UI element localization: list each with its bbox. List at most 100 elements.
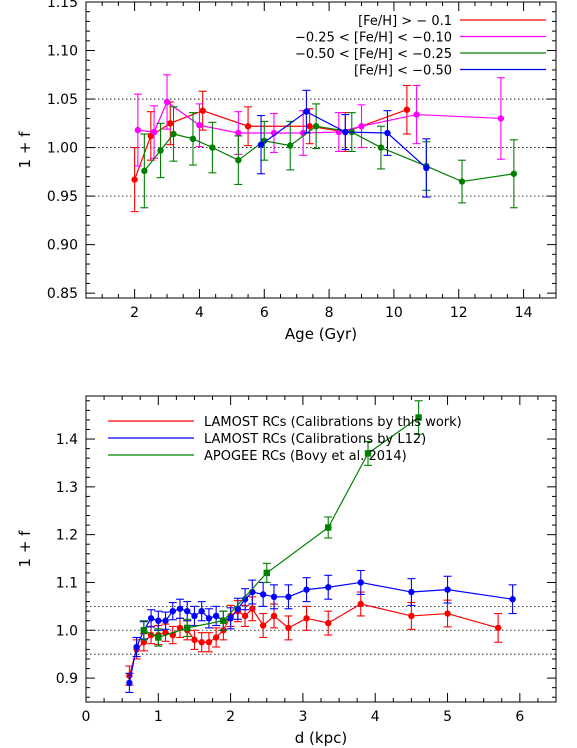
x-tick-label: 10 bbox=[385, 305, 403, 321]
data-point bbox=[285, 593, 292, 601]
y-tick-label: 0.9 bbox=[56, 671, 78, 687]
data-point bbox=[196, 122, 203, 129]
legend-label: −0.25 < [Fe/H] < −0.10 bbox=[295, 31, 452, 46]
data-point bbox=[342, 128, 349, 136]
data-point bbox=[259, 622, 267, 629]
data-point bbox=[205, 615, 213, 622]
y-tick-label: 1.3 bbox=[56, 480, 78, 496]
data-point bbox=[220, 617, 227, 624]
x-tick-label: 2 bbox=[226, 709, 235, 725]
data-point bbox=[126, 679, 133, 687]
data-point bbox=[303, 108, 310, 115]
data-point bbox=[209, 144, 216, 151]
data-point bbox=[241, 612, 249, 620]
series-2 bbox=[140, 103, 518, 209]
legend-label: −0.50 < [Fe/H] < −0.25 bbox=[295, 47, 452, 62]
x-tick-label: 5 bbox=[443, 709, 452, 725]
y-tick-label: 0.85 bbox=[47, 286, 78, 302]
data-point bbox=[263, 569, 270, 577]
data-point bbox=[170, 130, 177, 138]
y-tick-label: 1.2 bbox=[56, 528, 78, 544]
y-tick-label: 1.4 bbox=[56, 432, 78, 448]
data-point bbox=[303, 615, 310, 622]
data-point bbox=[325, 584, 332, 591]
y-tick-label: 1.15 bbox=[47, 0, 78, 11]
chart-distance: 0 1 2 3 4 5 6 0.9 1.0 1.1 1.2 1.3 1.4 d (kpc) 1 + f LAM… bbox=[16, 395, 557, 747]
data-point bbox=[157, 147, 164, 154]
x-tick-label: 6 bbox=[260, 305, 269, 321]
legend-label: LAMOST RCs (Calibrations by this work) bbox=[204, 415, 462, 430]
data-point bbox=[235, 129, 242, 137]
data-point bbox=[141, 167, 148, 175]
data-point bbox=[147, 615, 155, 622]
y-tick-label: 1.0 bbox=[56, 623, 78, 639]
y-tick-label: 0.90 bbox=[47, 238, 78, 254]
x-tick-label: 0 bbox=[82, 709, 91, 725]
data-point bbox=[384, 129, 391, 137]
y-axis-title: 1 + f bbox=[16, 530, 34, 568]
data-point bbox=[140, 639, 148, 646]
series-line bbox=[260, 110, 427, 169]
data-point bbox=[259, 591, 267, 598]
data-point bbox=[162, 617, 169, 624]
series-2 bbox=[139, 400, 423, 647]
x-tick-label: 1 bbox=[154, 709, 163, 725]
x-tick-label: 12 bbox=[450, 305, 468, 321]
data-point bbox=[150, 128, 158, 136]
legend: [Fe/H] > − 0.1 −0.25 < [Fe/H] < −0.10−0.5… bbox=[295, 14, 546, 79]
series-line bbox=[143, 417, 419, 639]
x-tick-label: 14 bbox=[515, 305, 533, 321]
y-tick-label: 1.10 bbox=[47, 44, 78, 60]
data-point bbox=[364, 450, 372, 457]
data-point bbox=[155, 634, 162, 641]
series-3 bbox=[257, 89, 431, 198]
data-point bbox=[191, 612, 198, 620]
data-point bbox=[176, 605, 184, 612]
x-tick-label: 2 bbox=[130, 305, 139, 321]
series-line bbox=[134, 109, 408, 180]
y-tick-label: 0.95 bbox=[47, 189, 78, 205]
x-tick-label: 8 bbox=[325, 305, 334, 321]
data-point bbox=[444, 610, 451, 617]
data-point bbox=[205, 639, 213, 646]
data-point bbox=[198, 607, 205, 615]
data-point bbox=[444, 586, 451, 593]
legend-label: [Fe/H] > − 0.1 bbox=[358, 14, 452, 29]
data-point bbox=[325, 524, 332, 531]
data-point bbox=[413, 111, 420, 118]
data-point bbox=[377, 144, 385, 151]
data-point bbox=[249, 605, 256, 612]
data-point bbox=[408, 588, 415, 596]
data-point bbox=[169, 607, 176, 615]
data-point bbox=[257, 141, 265, 148]
data-point bbox=[212, 612, 220, 620]
data-point bbox=[270, 612, 278, 620]
y-axis-title: 1 + f bbox=[16, 131, 34, 169]
data-point bbox=[184, 607, 191, 615]
plot-frame bbox=[85, 1, 557, 299]
data-point bbox=[235, 156, 242, 164]
y-tick-label: 1.1 bbox=[56, 575, 78, 591]
data-point bbox=[191, 636, 198, 644]
data-point bbox=[167, 120, 174, 127]
data-point bbox=[131, 176, 138, 183]
data-point bbox=[306, 123, 313, 130]
data-point bbox=[494, 624, 502, 632]
x-tick-label: 3 bbox=[298, 709, 307, 725]
data-point bbox=[408, 612, 415, 620]
data-point bbox=[312, 123, 320, 130]
data-point bbox=[270, 593, 278, 601]
data-point bbox=[357, 579, 364, 586]
data-point bbox=[244, 123, 252, 130]
y-tick-label: 1.05 bbox=[47, 92, 78, 108]
data-point bbox=[303, 586, 310, 593]
data-point bbox=[212, 634, 220, 641]
legend: LAMOST RCs (Calibrations by this work) LA… bbox=[108, 415, 462, 464]
series-0 bbox=[130, 84, 411, 213]
data-point bbox=[358, 123, 365, 130]
data-point bbox=[357, 600, 364, 608]
data-point bbox=[227, 615, 234, 622]
x-tick-label: 4 bbox=[371, 709, 380, 725]
data-point bbox=[184, 624, 191, 632]
data-point bbox=[509, 596, 516, 603]
